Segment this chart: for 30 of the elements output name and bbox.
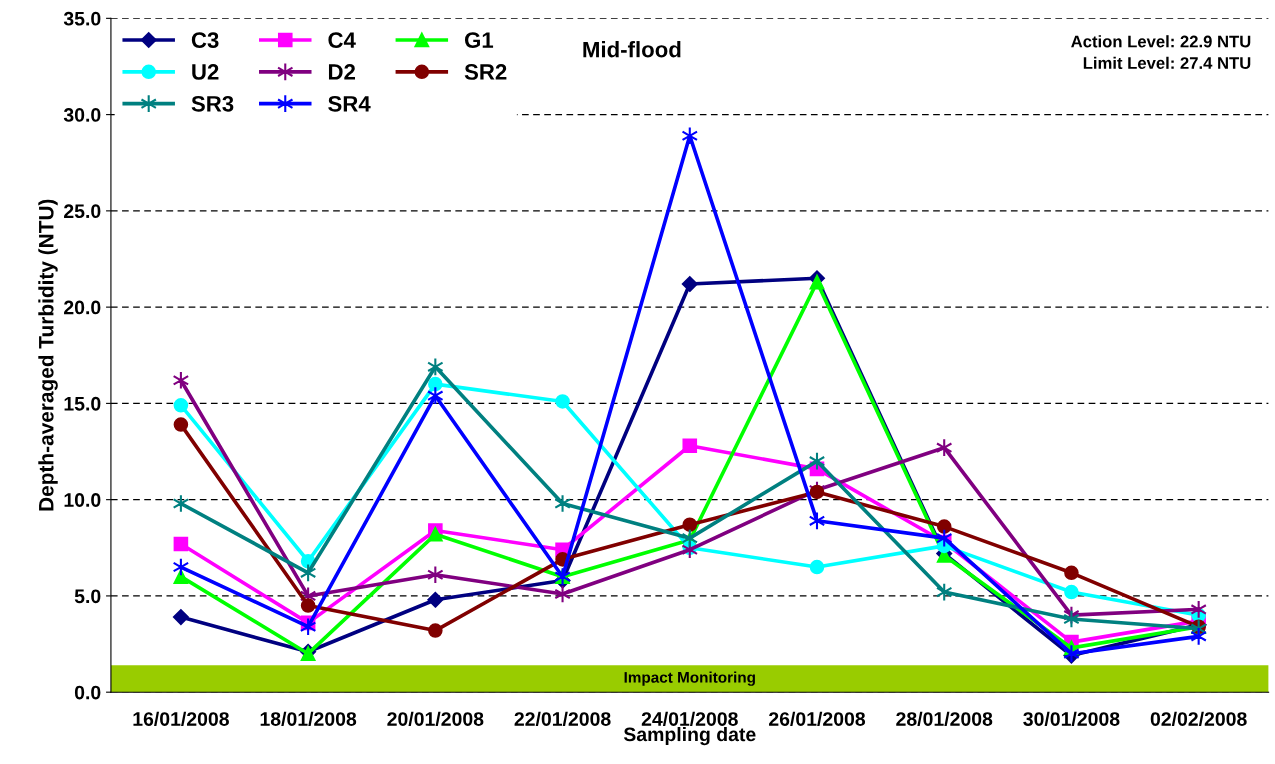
annotation: Action Level: 22.9 NTU Limit Level: 27.4 NTU xyxy=(1071,35,1251,69)
y-tick-label: 20.0 xyxy=(64,300,101,315)
x-tick-label: 16/01/2008 xyxy=(133,711,229,727)
x-axis-title: Sampling date xyxy=(623,726,756,746)
legend-label: C4 xyxy=(328,32,356,48)
legend-label: C3 xyxy=(191,32,219,49)
band-label: Impact Monitoring xyxy=(624,671,755,686)
x-tick-label: 22/01/2008 xyxy=(514,711,611,727)
x-tick-label: 20/01/2008 xyxy=(387,711,484,727)
x-tick-label: 18/01/2008 xyxy=(260,711,357,727)
x-tick-label: 26/01/2008 xyxy=(769,711,866,727)
y-tick-label: 10.0 xyxy=(64,493,101,507)
x-tick-label: 24/01/2008 xyxy=(641,711,738,727)
legend-label: SR2 xyxy=(464,64,507,80)
y-tick-label: 0.0 xyxy=(74,685,101,700)
x-tick-label: 30/01/2008 xyxy=(1023,711,1120,727)
y-tick-label: 30.0 xyxy=(63,108,101,122)
legend-label: SR3 xyxy=(191,95,234,112)
legend-label: SR4 xyxy=(328,95,371,112)
legend-label: D2 xyxy=(328,64,355,80)
y-tick-label: 5.0 xyxy=(74,589,101,604)
y-tick-label: 15.0 xyxy=(64,396,101,411)
legend-label: U2 xyxy=(192,64,219,80)
text: Mid-flood xyxy=(583,41,681,58)
x-tick-label: 02/02/2008 xyxy=(1150,711,1247,727)
legend-label: G1 xyxy=(464,32,494,48)
y-tick-label: 25.0 xyxy=(64,204,101,219)
y-tick-label: 35.0 xyxy=(63,11,101,26)
y-axis-title: Depth-averaged Turbidity (NTU) xyxy=(38,199,58,511)
x-tick-label: 28/01/2008 xyxy=(896,711,993,727)
